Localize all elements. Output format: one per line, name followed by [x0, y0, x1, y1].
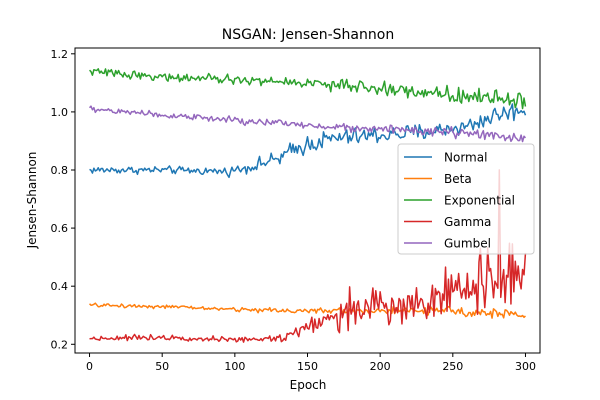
x-tick-label: 200 — [370, 360, 391, 373]
x-tick-label: 50 — [155, 360, 169, 373]
y-tick-label: 0.6 — [51, 222, 69, 235]
y-axis-label: Jensen-Shannon — [25, 152, 39, 250]
series-layer — [88, 68, 527, 343]
x-tick-label: 100 — [224, 360, 245, 373]
series-line-exponential — [89, 68, 527, 110]
series-line-beta — [88, 302, 526, 319]
series-line-gamma — [89, 169, 527, 343]
x-tick-label: 250 — [442, 360, 463, 373]
x-tick-label: 150 — [297, 360, 318, 373]
x-tick-label: 0 — [86, 360, 93, 373]
y-tick-label: 0.2 — [51, 338, 69, 351]
legend: Normal Beta Exponential Gamma Gumbel — [397, 143, 535, 255]
y-tick-label: 0.4 — [51, 280, 69, 293]
x-axis: 0 50 100 150 200 250 300 — [86, 353, 536, 373]
y-tick-label: 1.0 — [51, 106, 69, 119]
chart-title: NSGAN: Jensen-Shannon — [222, 27, 394, 43]
x-axis-label: Epoch — [290, 378, 327, 392]
y-tick-label: 1.2 — [51, 48, 69, 61]
legend-label-beta: Beta — [444, 172, 472, 186]
legend-label-normal: Normal — [444, 151, 487, 165]
legend-label-exponential: Exponential — [444, 194, 515, 208]
y-axis: 0.2 0.4 0.6 0.8 1.0 1.2 — [51, 48, 75, 351]
legend-label-gumbel: Gumbel — [444, 237, 491, 251]
legend-label-gamma: Gamma — [444, 215, 491, 229]
series-line-gumbel — [88, 105, 527, 143]
y-tick-label: 0.8 — [51, 164, 69, 177]
x-tick-label: 300 — [515, 360, 536, 373]
legend-box — [397, 143, 535, 255]
